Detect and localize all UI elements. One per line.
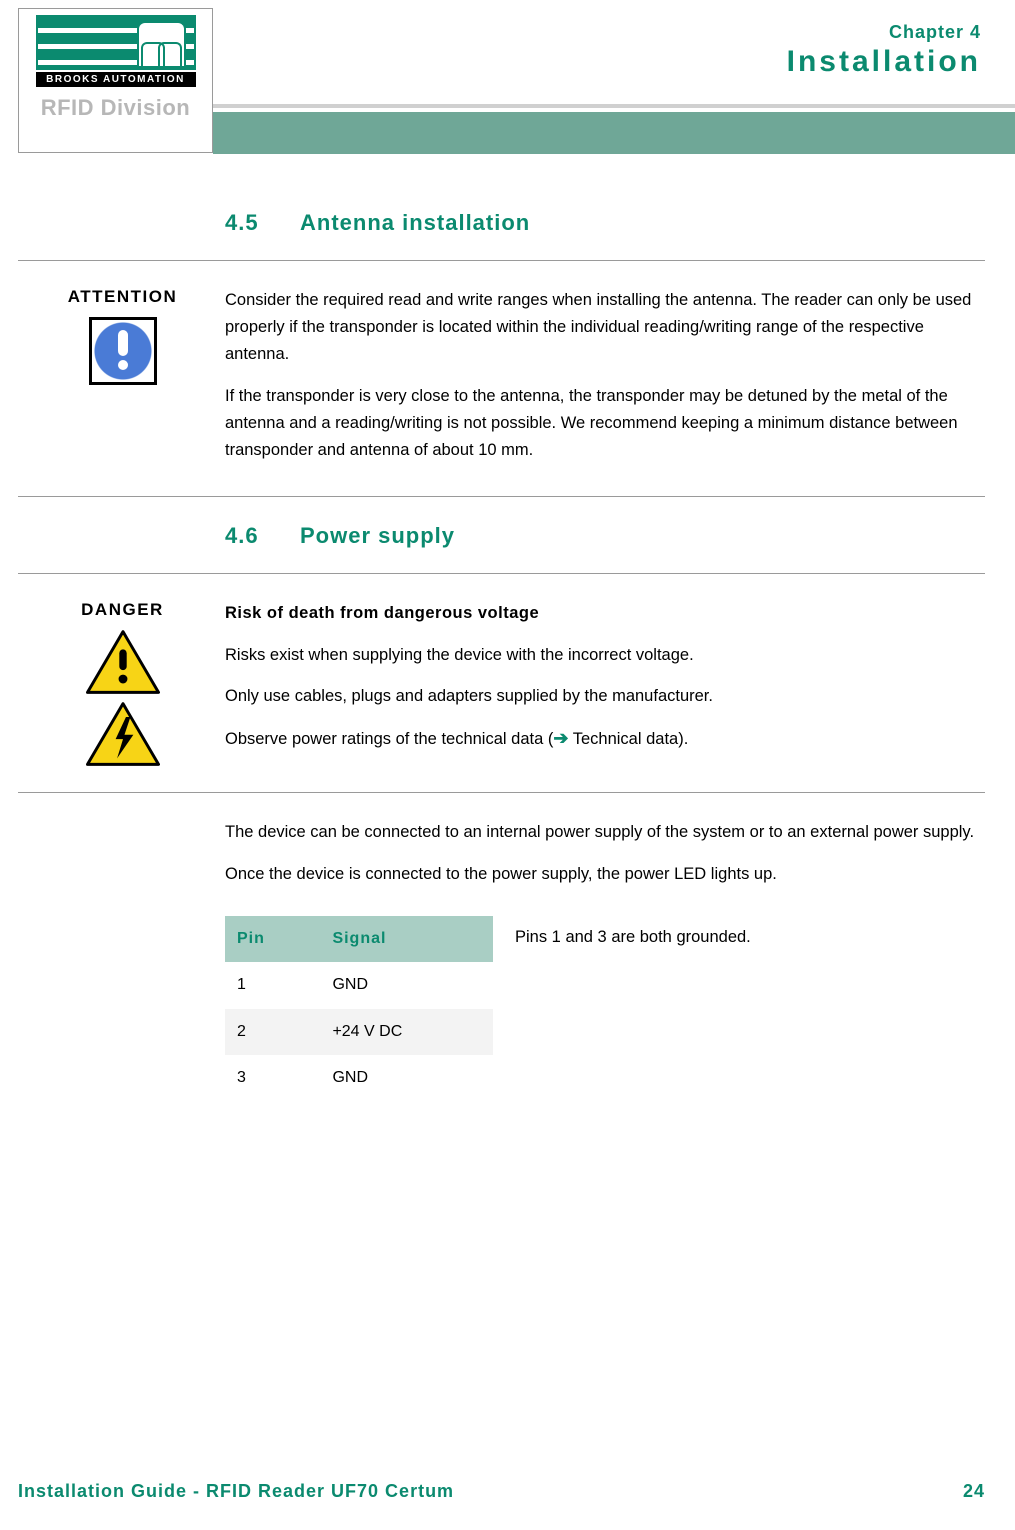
divider — [18, 260, 985, 261]
page-footer: Installation Guide - RFID Reader UF70 Ce… — [18, 1481, 985, 1502]
danger-heading: Risk of death from dangerous voltage — [225, 600, 985, 627]
table-row: 1 GND — [225, 962, 493, 1008]
chapter-title: Installation — [213, 45, 981, 79]
pin-table-note: Pins 1 and 3 are both grounded. — [515, 916, 751, 1102]
section-4-6-title: 4.6Power supply — [225, 523, 985, 549]
danger-label: DANGER — [20, 600, 225, 620]
warning-triangle-icon — [86, 630, 160, 694]
divider — [18, 792, 985, 793]
logo-division-label: RFID Division — [41, 95, 191, 121]
danger-p1: Risks exist when supplying the device wi… — [225, 642, 985, 669]
pin-table-col-pin: Pin — [225, 916, 320, 962]
cell: 2 — [225, 1009, 320, 1055]
brooks-logo: BROOKS AUTOMATION RFID Division — [18, 8, 213, 153]
danger-p3-a: Observe power ratings of the technical d… — [225, 730, 553, 748]
section-4-5-text: Antenna installation — [300, 210, 530, 235]
attention-p2: If the transponder is very close to the … — [225, 383, 985, 465]
footer-title: Installation Guide - RFID Reader UF70 Ce… — [18, 1481, 454, 1502]
table-row: 3 GND — [225, 1055, 493, 1101]
pin-table-col-signal: Signal — [320, 916, 493, 962]
pin-table-row: Pin Signal 1 GND 2 +24 V DC — [225, 916, 985, 1102]
chapter-heading: Chapter 4 Installation — [213, 8, 1015, 108]
cell: +24 V DC — [320, 1009, 493, 1055]
danger-p3: Observe power ratings of the technical d… — [225, 724, 985, 754]
attention-p1: Consider the required read and write ran… — [225, 287, 985, 369]
footer-pagenum: 24 — [963, 1481, 985, 1502]
cell: 3 — [225, 1055, 320, 1101]
table-row: 2 +24 V DC — [225, 1009, 493, 1055]
chapter-number: Chapter 4 — [213, 22, 981, 43]
danger-block: DANGER Risk of death from dangero — [20, 600, 985, 774]
cell: 1 — [225, 962, 320, 1008]
arrow-right-icon: ➔ — [553, 728, 568, 748]
logo-b-icon — [137, 21, 186, 66]
section-4-6-num: 4.6 — [225, 523, 300, 549]
danger-p3-b: Technical data). — [568, 730, 688, 748]
power-p2: Once the device is connected to the powe… — [225, 861, 985, 888]
cell: GND — [320, 1055, 493, 1101]
pin-table: Pin Signal 1 GND 2 +24 V DC — [225, 916, 493, 1102]
logo-stripes-icon — [36, 15, 196, 70]
header-green-bar — [213, 112, 1015, 154]
cell: GND — [320, 962, 493, 1008]
page-header: BROOKS AUTOMATION RFID Division Chapter … — [0, 0, 1015, 150]
attention-label: ATTENTION — [20, 287, 225, 307]
attention-block: ATTENTION Consider the required read and… — [20, 287, 985, 478]
danger-p2: Only use cables, plugs and adapters supp… — [225, 683, 985, 710]
section-4-5-title: 4.5Antenna installation — [225, 210, 985, 236]
electrical-hazard-icon — [86, 702, 160, 766]
logo-brooks-label: BROOKS AUTOMATION — [36, 72, 196, 87]
divider — [18, 573, 985, 574]
section-4-5-num: 4.5 — [225, 210, 300, 236]
section-4-6-text: Power supply — [300, 523, 455, 548]
attention-icon — [89, 317, 157, 385]
divider — [18, 496, 985, 497]
power-p1: The device can be connected to an intern… — [225, 819, 985, 846]
